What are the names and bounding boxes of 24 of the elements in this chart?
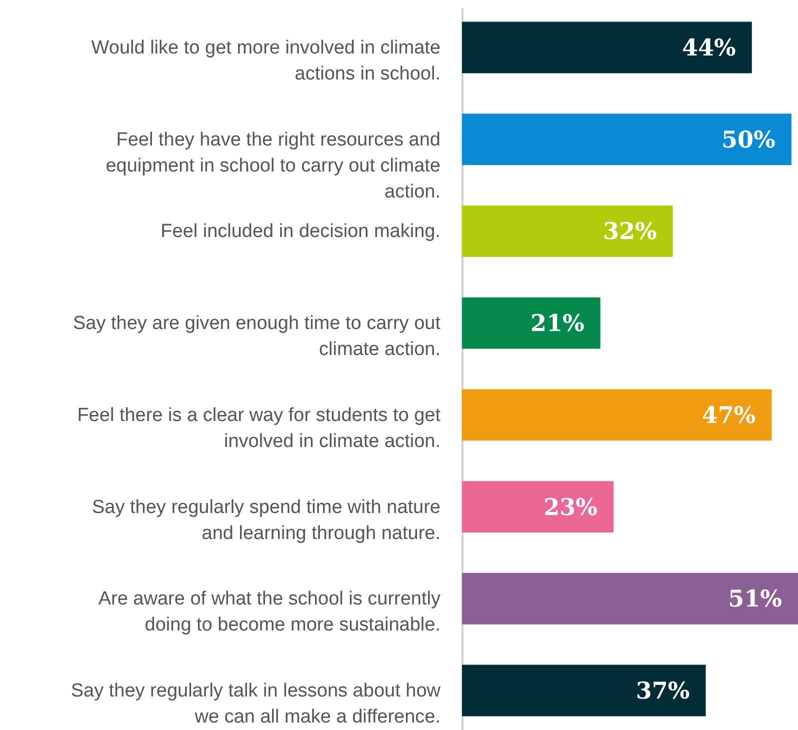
data-label: 37% bbox=[636, 678, 690, 704]
data-label: 23% bbox=[544, 494, 598, 521]
data-label: 50% bbox=[722, 126, 776, 154]
y-tick-label: Say they regularly spend time with nature and learning through nature. bbox=[92, 496, 440, 544]
bar bbox=[462, 664, 706, 716]
y-tick-label: Feel they have the right resources and equipment in school to carry out climate action. bbox=[106, 129, 440, 202]
bar bbox=[462, 481, 614, 533]
data-label: 44% bbox=[682, 34, 736, 62]
y-tick-label: Feel included in decision making. bbox=[160, 221, 440, 242]
data-label: 32% bbox=[602, 218, 657, 246]
bar bbox=[462, 114, 792, 166]
y-tick-label: Say they are given enough time to carry out climate action. bbox=[72, 313, 442, 360]
bar bbox=[462, 297, 600, 349]
y-tick-label: Would like to get more involved in climate actions in school. bbox=[91, 38, 440, 84]
y-tick-label: Say they regularly talk in lessons about how we can all make a difference. bbox=[70, 680, 441, 728]
bar bbox=[462, 389, 772, 441]
bar bbox=[462, 205, 673, 257]
y-tick-label: Are aware of what the school is currently doing to become more sustainable. bbox=[98, 588, 441, 636]
y-tick-label: Feel there is a clear way for students to get involved in climate action. bbox=[77, 404, 442, 452]
bar bbox=[462, 22, 752, 74]
data-label: 51% bbox=[728, 586, 782, 613]
data-label: 21% bbox=[530, 310, 584, 338]
bar bbox=[462, 572, 798, 624]
data-label: 47% bbox=[702, 402, 756, 429]
